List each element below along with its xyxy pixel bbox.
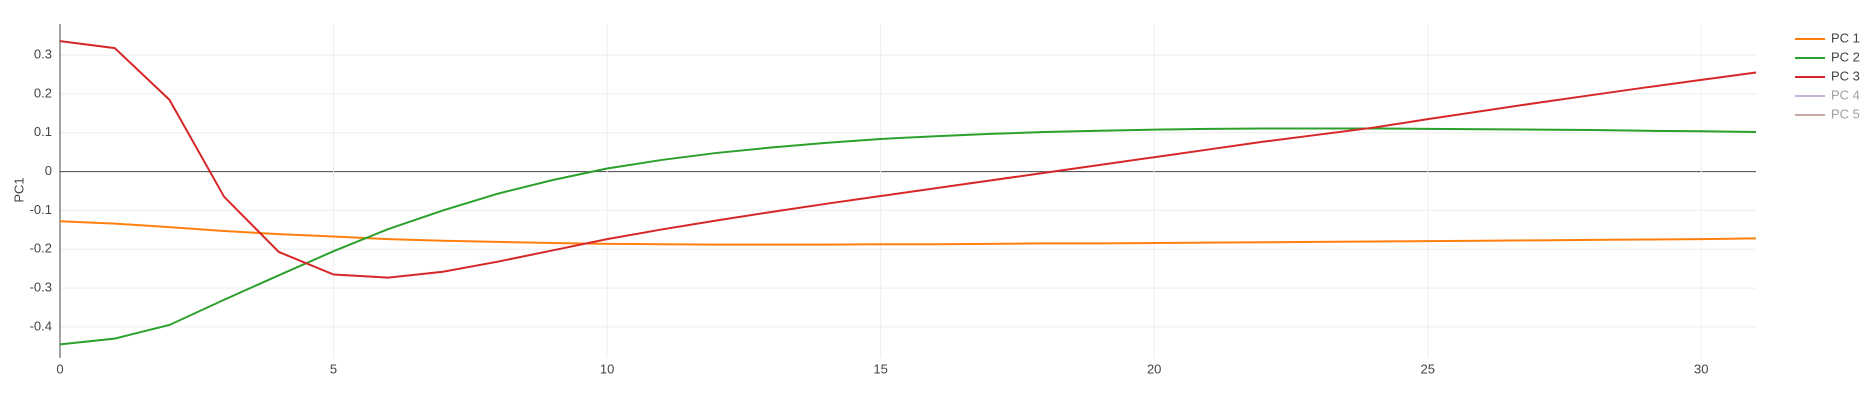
y-tick-label: 0 <box>45 163 52 178</box>
legend-label[interactable]: PC 1 <box>1831 30 1860 45</box>
x-tick-label: 15 <box>873 361 887 376</box>
y-tick-label: 0.3 <box>34 47 52 62</box>
y-tick-label: 0.1 <box>34 124 52 139</box>
y-tick-label: -0.4 <box>30 318 52 333</box>
legend-label[interactable]: PC 5 <box>1831 106 1860 121</box>
x-tick-label: 5 <box>330 361 337 376</box>
x-tick-label: 20 <box>1147 361 1161 376</box>
legend-label[interactable]: PC 3 <box>1831 68 1860 83</box>
line-series <box>59 40 1757 279</box>
x-tick-label: 10 <box>600 361 614 376</box>
x-tick-label: 30 <box>1694 361 1708 376</box>
y-tick-label: -0.1 <box>30 202 52 217</box>
y-axis-label: PC1 <box>11 177 26 202</box>
y-tick-label: -0.3 <box>30 280 52 295</box>
y-tick-label: 0.2 <box>34 85 52 100</box>
legend-label[interactable]: PC 4 <box>1831 87 1860 102</box>
y-tick-label: -0.2 <box>30 241 52 256</box>
line-series <box>59 220 1757 246</box>
x-tick-label: 25 <box>1421 361 1435 376</box>
line-series <box>59 127 1757 346</box>
x-tick-label: 0 <box>56 361 63 376</box>
legend-label[interactable]: PC 2 <box>1831 49 1860 64</box>
